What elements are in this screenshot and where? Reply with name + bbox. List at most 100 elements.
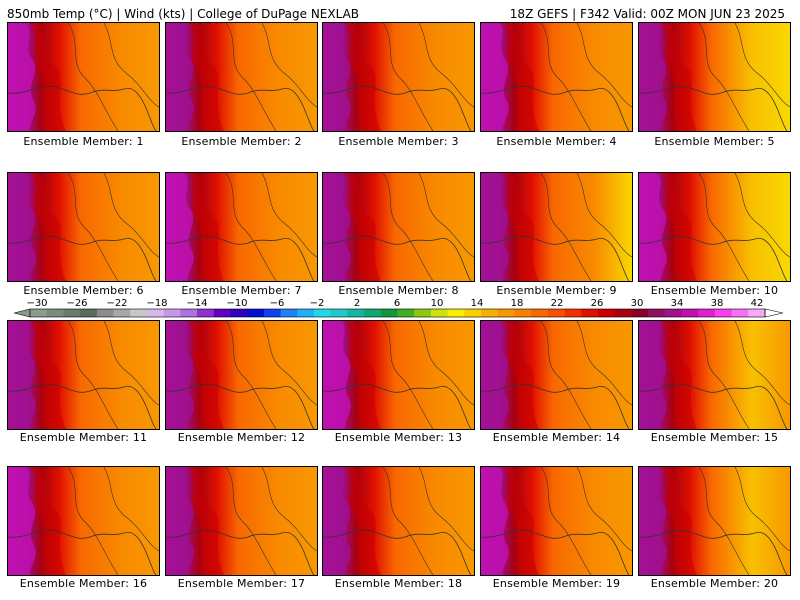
ensemble-member-label: Ensemble Member: 2: [181, 135, 302, 148]
colorbar-swatch: [230, 309, 248, 317]
colorbar-swatch: [163, 309, 181, 317]
ensemble-member-label: Ensemble Member: 20: [650, 577, 779, 590]
colorbar-swatch: [96, 309, 114, 317]
colorbar-swatch: [130, 309, 148, 317]
colorbar-max-arrow: [764, 308, 784, 318]
colorbar-swatch: [631, 309, 649, 317]
ensemble-member-label: Ensemble Member: 18: [334, 577, 463, 590]
colorbar-tick-label: 38: [711, 298, 724, 309]
colorbar-tick-label: −18: [146, 298, 167, 309]
colorbar-swatch: [263, 309, 281, 317]
colorbar-tick-label: −10: [226, 298, 247, 309]
temperature-map: [639, 23, 790, 131]
colorbar-swatch: [714, 309, 732, 317]
temperature-map: [8, 23, 159, 131]
colorbar-tick-label: 14: [471, 298, 484, 309]
colorbar-swatch: [731, 309, 749, 317]
ensemble-member-label: Ensemble Member: 17: [177, 577, 306, 590]
colorbar-swatch: [514, 309, 532, 317]
ensemble-member-label: Ensemble Member: 10: [650, 284, 779, 297]
colorbar-swatch: [180, 309, 198, 317]
colorbar-swatch: [313, 309, 332, 317]
colorbar-swatch: [414, 309, 432, 317]
colorbar-swatch: [581, 309, 599, 317]
temperature-map: [8, 467, 159, 575]
colorbar-tick-label: 22: [551, 298, 564, 309]
colorbar-swatch: [614, 309, 632, 317]
ensemble-member-label: Ensemble Member: 6: [23, 284, 144, 297]
temperature-map: [166, 467, 317, 575]
ensemble-member-label: Ensemble Member: 16: [19, 577, 148, 590]
colorbar-swatch: [146, 309, 165, 317]
colorbar-tick-label: −22: [106, 298, 127, 309]
colorbar-tick-label: 34: [671, 298, 684, 309]
colorbar-swatch: [80, 309, 98, 317]
colorbar-swatch: [430, 309, 449, 317]
temperature-map: [323, 467, 474, 575]
temperature-map: [481, 173, 632, 281]
colorbar-swatch: [681, 309, 699, 317]
colorbar-swatch: [113, 309, 131, 317]
temperature-map: [323, 23, 474, 131]
temperature-map: [481, 467, 632, 575]
ensemble-member-label: Ensemble Member: 1: [23, 135, 144, 148]
ensemble-member-label: Ensemble Member: 8: [338, 284, 459, 297]
colorbar-swatch: [46, 309, 64, 317]
temperature-map: [481, 23, 632, 131]
colorbar-swatch: [464, 309, 482, 317]
ensemble-map-panel: [7, 172, 160, 282]
colorbar-swatch: [380, 309, 398, 317]
ensemble-map-panel: [480, 22, 633, 132]
ensemble-map-panel: [165, 466, 318, 576]
temperature-map: [8, 173, 159, 281]
colorbar-swatch: [748, 309, 766, 317]
ensemble-member-label: Ensemble Member: 19: [492, 577, 621, 590]
ensemble-map-panel: [638, 22, 791, 132]
ensemble-member-label: Ensemble Member: 11: [19, 431, 148, 444]
colorbar-swatch: [497, 309, 515, 317]
ensemble-map-panel: [165, 172, 318, 282]
colorbar-swatch: [63, 309, 81, 317]
ensemble-map-panel: [322, 320, 475, 430]
header-title: 850mb Temp (°C) | Wind (kts) | College o…: [7, 7, 360, 21]
ensemble-map-panel: [322, 172, 475, 282]
ensemble-map-panel: [480, 320, 633, 430]
ensemble-map-panel: [638, 466, 791, 576]
temperature-map: [323, 173, 474, 281]
colorbar-tick-label: −14: [186, 298, 207, 309]
colorbar-swatch: [397, 309, 415, 317]
temperature-map: [166, 23, 317, 131]
temperature-map: [639, 467, 790, 575]
colorbar-swatch: [197, 309, 215, 317]
ensemble-map-panel: [165, 320, 318, 430]
colorbar-swatch: [330, 309, 348, 317]
ensemble-member-label: Ensemble Member: 9: [496, 284, 617, 297]
temperature-map: [323, 321, 474, 429]
ensemble-map-panel: [7, 22, 160, 132]
colorbar-tick-label: 18: [511, 298, 524, 309]
colorbar-swatch: [648, 309, 666, 317]
ensemble-map-panel: [638, 172, 791, 282]
ensemble-member-label: Ensemble Member: 5: [654, 135, 775, 148]
ensemble-map-panel: [322, 466, 475, 576]
ensemble-member-label: Ensemble Member: 7: [181, 284, 302, 297]
temperature-map: [8, 321, 159, 429]
temperature-map: [481, 321, 632, 429]
colorbar-tick-label: 2: [354, 298, 360, 309]
temperature-map: [166, 173, 317, 281]
colorbar-tick-label: 42: [751, 298, 764, 309]
colorbar-swatch: [564, 309, 582, 317]
temperature-map: [166, 321, 317, 429]
colorbar-swatch: [481, 309, 499, 317]
ensemble-map-panel: [7, 466, 160, 576]
colorbar-swatch: [698, 309, 716, 317]
ensemble-member-label: Ensemble Member: 14: [492, 431, 621, 444]
ensemble-map-panel: [480, 172, 633, 282]
colorbar-swatch: [664, 309, 682, 317]
ensemble-member-label: Ensemble Member: 3: [338, 135, 459, 148]
colorbar-swatch: [347, 309, 365, 317]
colorbar-tick-label: 30: [631, 298, 644, 309]
colorbar-swatch: [447, 309, 465, 317]
ensemble-member-label: Ensemble Member: 15: [650, 431, 779, 444]
colorbar-tick-label: −26: [66, 298, 87, 309]
